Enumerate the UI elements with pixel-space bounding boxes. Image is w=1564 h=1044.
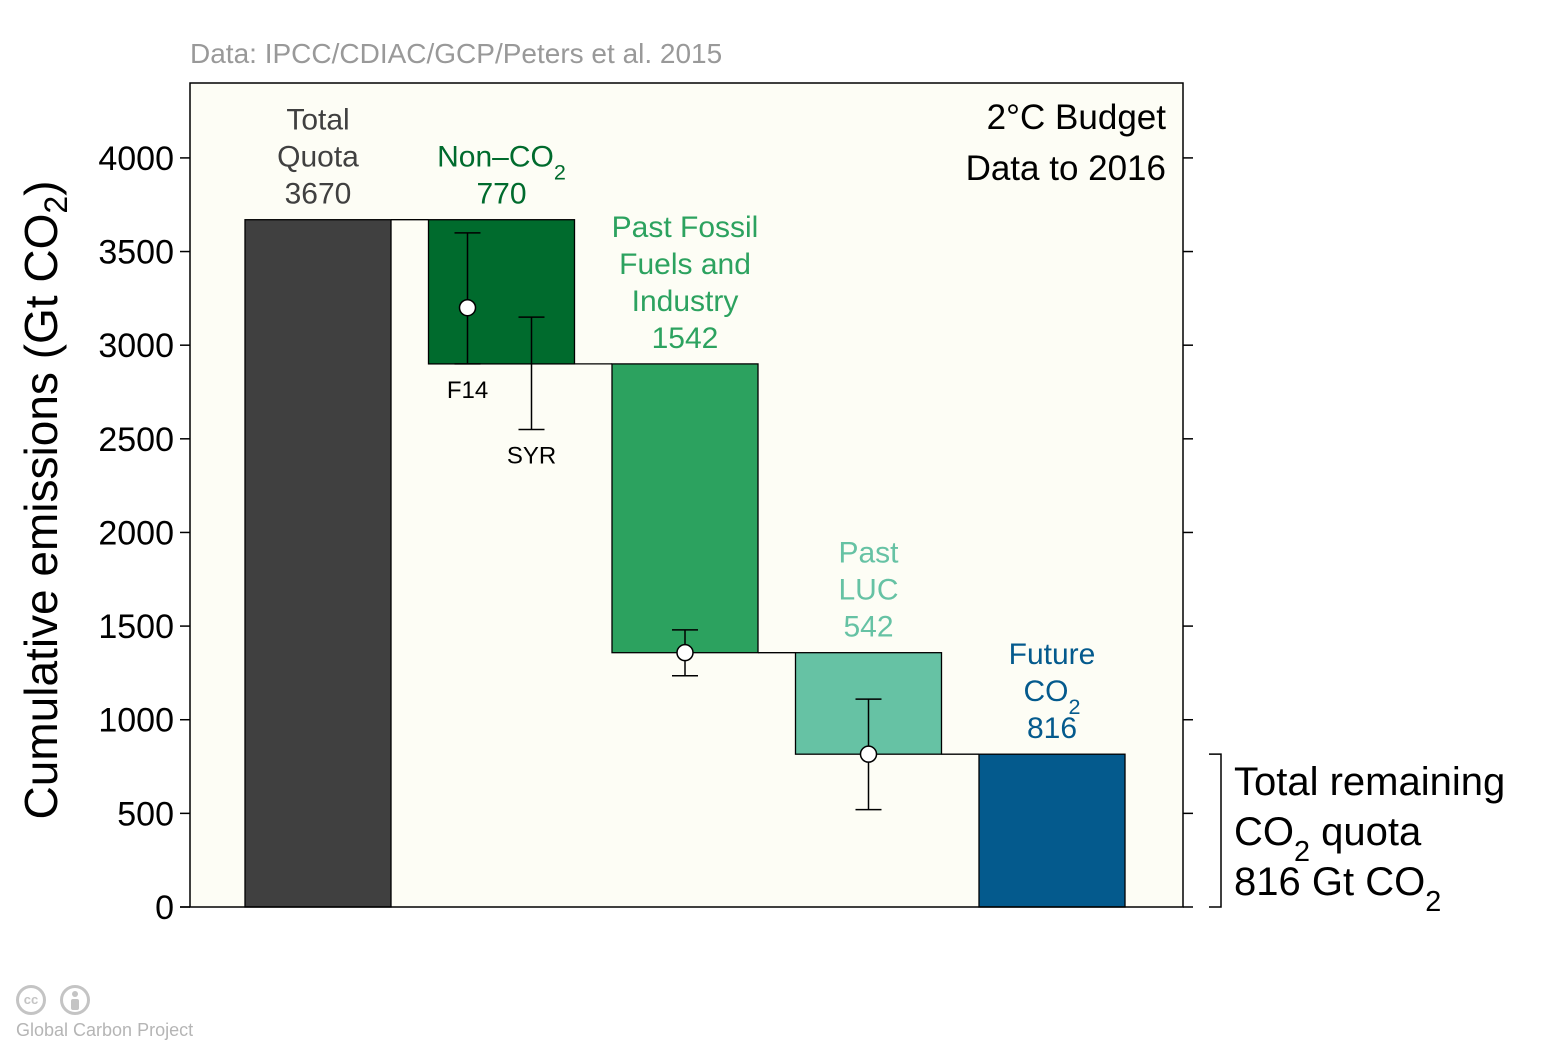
error-marker-2 [676,643,694,662]
y-tick-label-6: 3000 [98,327,174,365]
footer-logo: cc Global Carbon Project [16,985,256,1043]
y-tick-label-4: 2000 [98,514,174,552]
bar-label-0-2: 3670 [285,178,352,211]
y-tick-label-1: 500 [117,795,174,833]
bar-2 [611,363,759,654]
bar-label-2-1: Fuels and [619,248,751,281]
y-axis-title: Cumulative emissions (Gt CO2) [15,181,74,820]
y-tick-label-0: 0 [155,889,174,927]
bar-label-4-2: 816 [1027,712,1077,745]
by-icon [60,985,90,1015]
bar-label-0-1: Quota [277,141,359,174]
bar-label-3-2: 542 [843,611,893,644]
bar-label-2-2: Industry [632,285,739,318]
error-marker-3 [859,745,878,763]
source-note: Data: IPCC/CDIAC/GCP/Peters et al. 2015 [190,38,723,69]
bar-label-2-3: 1542 [652,322,719,355]
bar-label-3-1: LUC [838,574,898,607]
bar-label-3-0: Past [838,537,899,570]
bracket-label-line-2: 816 Gt CO2 [1234,860,1441,918]
chart-title-line-0: 2°C Budget [987,98,1167,137]
bar-label-1-1: 770 [476,178,526,211]
bar-label-2-0: Past Fossil [612,211,759,244]
bar-4 [978,753,1126,908]
plot-frame [189,82,1184,908]
y-tick-label-3: 1500 [98,608,174,646]
y-tick-label-8: 4000 [98,140,174,178]
bar-0 [244,219,392,908]
remaining-bracket [1209,753,1222,908]
error-label-1: SYR [507,442,556,469]
bar-1 [427,219,576,365]
bar-label-0-0: Total [286,104,349,137]
error-label-0: F14 [447,377,488,404]
bar-label-4-0: Future [1009,638,1096,671]
footer-label: Global Carbon Project [16,1020,194,1040]
bracket-label-line-0: Total remaining [1234,760,1505,804]
y-tick-label-5: 2500 [98,421,174,459]
y-tick-label-7: 3500 [98,234,174,272]
y-tick-label-2: 1000 [98,702,174,740]
error-marker-0 [458,298,477,317]
chart-title-line-1: Data to 2016 [966,149,1166,188]
cc-icon: cc [16,985,46,1015]
